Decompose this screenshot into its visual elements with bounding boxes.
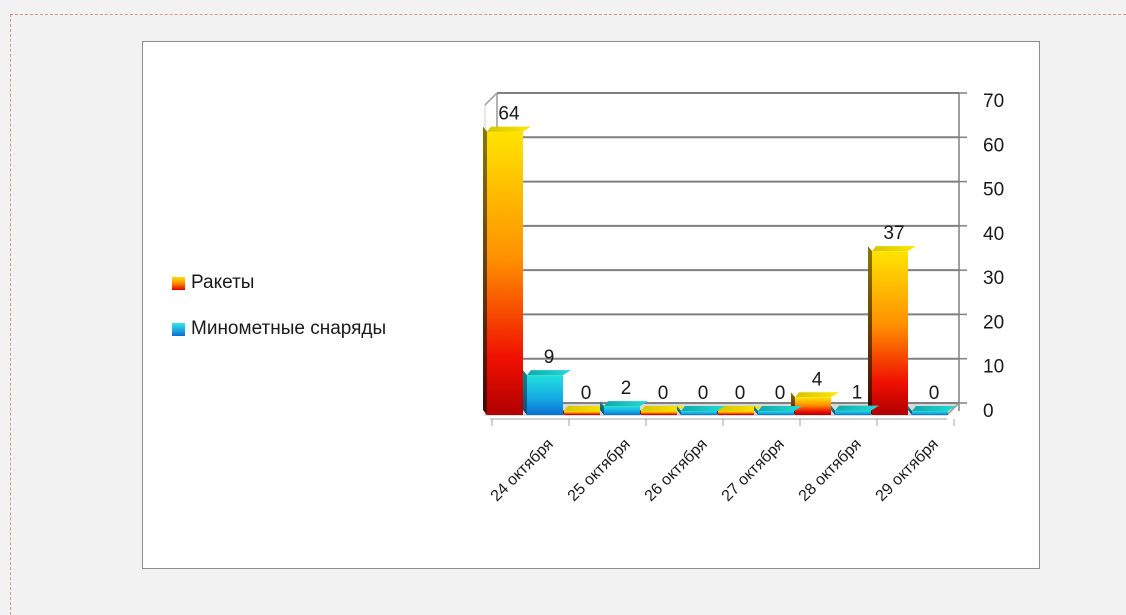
y-tick-label: 50 [983,180,1004,201]
bar-rockets [483,126,531,416]
bar-side-mortar [831,405,835,415]
data-label: 0 [929,383,940,404]
category-label: 29 октября [873,436,942,505]
bar-top-rockets [487,126,531,132]
bar-front-rockets [872,251,908,415]
bar-side-mortar [754,406,758,415]
dashed-frame [10,14,1126,615]
bar-mortar [523,370,571,415]
bar-front-mortar [604,406,640,415]
data-label: 0 [698,383,709,404]
data-label: 9 [544,347,555,368]
gridline-side [484,92,498,106]
bar-top-mortar [681,406,725,411]
bar-front-rockets [718,411,754,415]
bar-front-mortar [835,410,871,415]
bar-front-rockets [564,411,600,415]
bar-side-mortar [908,406,912,415]
legend-item-rockets: Ракеты [172,270,386,296]
data-label: 0 [775,383,786,404]
bar-front-rockets [795,397,831,415]
data-label: 2 [621,378,632,399]
category-label: 26 октября [642,436,711,505]
legend-swatch-mortar [172,322,185,336]
bar-side-mortar [523,370,527,415]
legend-label-rockets: Ракеты [191,272,255,293]
y-tick-label: 10 [983,357,1004,378]
bar-top-mortar [527,370,571,376]
bar-side-rockets [868,246,872,415]
legend-swatch-rockets [172,276,185,290]
data-label: 0 [658,383,669,404]
bar-top-mortar [835,405,879,411]
y-tick-label: 60 [983,135,1004,156]
bar-top-mortar [604,401,648,407]
category-label: 24 октября [488,436,557,505]
bar-mortar [677,406,725,415]
bar-top-rockets [795,392,839,398]
bar-rockets [868,246,916,415]
bar-top-rockets [872,246,916,252]
bar-top-mortar [912,406,956,411]
bar-mortar [831,405,879,415]
legend-item-mortar: Минометные снаряды [172,316,386,342]
category-label: 25 октября [565,436,634,505]
bar-mortar [908,406,956,415]
bar-top-rockets [641,406,685,411]
bar-mortar [754,406,802,415]
bar-side-mortar [600,401,604,415]
bar-front-rockets [487,131,523,416]
category-label: 28 октября [796,436,865,505]
legend-label-mortar: Минометные снаряды [191,318,387,339]
y-tick-label: 20 [983,312,1004,333]
category-label: 27 октября [719,436,788,505]
bar-front-rockets [641,411,677,415]
bar-side-mortar [677,406,681,415]
data-label: 0 [735,383,746,404]
y-tick-label: 40 [983,224,1004,245]
bar-top-rockets [718,406,762,411]
axis-corner [946,402,960,416]
data-label: 37 [883,223,904,244]
bar-front-mortar [758,411,794,415]
bar-top-rockets [564,406,608,411]
bar-rockets [791,392,839,415]
bar-front-mortar [912,411,948,415]
bar-mortar [600,401,648,415]
data-label: 1 [852,383,863,404]
data-label: 0 [581,383,592,404]
data-label: 4 [812,369,823,390]
legend: Ракеты Минометные снаряды [172,270,386,362]
y-tick-label: 30 [983,268,1004,289]
bar-side-rockets [483,126,487,416]
bar-front-mortar [681,411,717,415]
data-label: 64 [498,104,520,125]
y-tick-label: 70 [983,91,1004,112]
bar-top-mortar [758,406,802,411]
y-tick-label: 0 [983,401,994,422]
bar-front-mortar [527,375,563,415]
